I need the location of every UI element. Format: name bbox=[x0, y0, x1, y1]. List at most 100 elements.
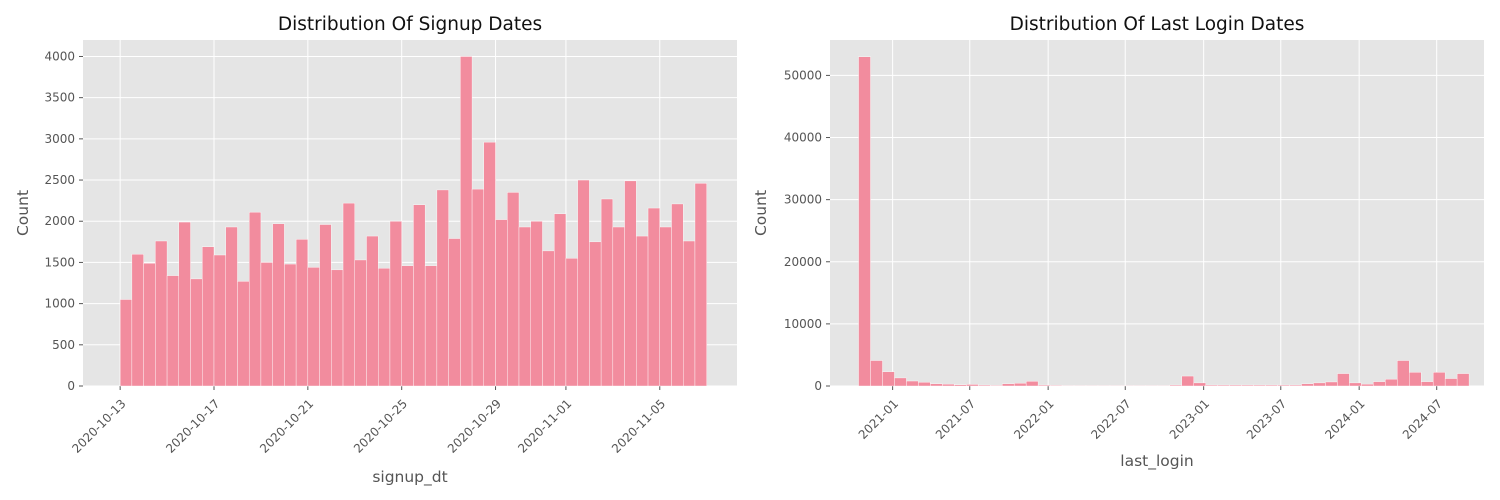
last-login-xtick-label: 2023-07 bbox=[1244, 397, 1289, 442]
signup-ytick-label: 500 bbox=[52, 338, 75, 352]
last-login-bar bbox=[1397, 360, 1410, 387]
signup-bar bbox=[600, 198, 614, 387]
signup-bar bbox=[342, 202, 355, 387]
signup-bar bbox=[612, 226, 625, 387]
signup-bar bbox=[565, 258, 578, 387]
last-login-bar bbox=[1193, 382, 1206, 387]
last-login-bar bbox=[1229, 384, 1242, 387]
last-login-bar bbox=[1037, 384, 1051, 387]
signup-chart-title: Distribution Of Signup Dates bbox=[278, 14, 542, 35]
last-login-bar bbox=[882, 371, 895, 387]
last-login-xtick-label: 2024-01 bbox=[1322, 397, 1367, 442]
signup-ytick-label: 3000 bbox=[44, 132, 75, 146]
last-login-plot-area bbox=[830, 40, 1484, 386]
signup-bar bbox=[366, 235, 379, 387]
last-login-xtick-label: 2022-07 bbox=[1088, 397, 1133, 442]
signup-bar bbox=[553, 213, 567, 387]
last-login-ytick-label: 50000 bbox=[784, 68, 822, 82]
last-login-bar bbox=[1169, 384, 1182, 387]
signup-xtick-label: 2020-11-05 bbox=[609, 397, 668, 456]
signup-ytick-label: 1500 bbox=[44, 255, 75, 269]
last-login-bar bbox=[930, 383, 943, 387]
signup-bar bbox=[131, 253, 144, 387]
signup-ytick-label: 2000 bbox=[44, 214, 75, 228]
signup-bar bbox=[237, 281, 250, 387]
last-login-bar bbox=[906, 380, 919, 387]
signup-xtick-label: 2020-10-17 bbox=[163, 397, 222, 456]
signup-ytick-label: 1000 bbox=[44, 297, 75, 311]
last-login-bar bbox=[990, 385, 1003, 387]
signup-bar bbox=[260, 262, 273, 387]
signup-bar bbox=[542, 250, 555, 387]
last-login-bar bbox=[1277, 384, 1290, 387]
last-login-bar bbox=[1456, 373, 1470, 387]
signup-bar bbox=[659, 226, 672, 387]
signup-bar bbox=[272, 223, 285, 387]
signup-bar bbox=[448, 238, 461, 387]
last-login-bar bbox=[1301, 383, 1314, 387]
last-login-bar bbox=[1205, 384, 1218, 387]
signup-bar bbox=[413, 204, 426, 387]
last-login-bar bbox=[1253, 384, 1266, 387]
signup-ytick-label: 4000 bbox=[44, 49, 75, 63]
last-login-bar bbox=[966, 384, 979, 387]
signup-bar bbox=[589, 241, 602, 387]
signup-bar bbox=[401, 265, 414, 387]
signup-bar bbox=[248, 211, 262, 387]
signup-bar bbox=[178, 221, 191, 387]
last-login-bar bbox=[1265, 384, 1278, 387]
last-login-bar bbox=[1361, 383, 1374, 387]
last-login-bar bbox=[1241, 384, 1254, 387]
last-login-bar bbox=[978, 384, 991, 387]
signup-bar bbox=[460, 56, 473, 387]
last-login-ytick-label: 30000 bbox=[784, 193, 822, 207]
signup-bar bbox=[295, 239, 309, 387]
signup-bar bbox=[518, 226, 531, 387]
signup-bar bbox=[155, 240, 168, 387]
last-login-chart-title: Distribution Of Last Login Dates bbox=[1010, 14, 1305, 35]
signup-bar bbox=[647, 207, 660, 387]
last-login-ytick-label: 0 bbox=[814, 379, 822, 393]
last-login-bar bbox=[1025, 381, 1039, 387]
last-login-bar bbox=[894, 377, 907, 387]
signup-xtick-label: 2020-10-13 bbox=[69, 397, 128, 456]
signup-bar bbox=[694, 183, 707, 387]
last-login-bar bbox=[1181, 375, 1194, 387]
signup-y-axis-label: Count bbox=[14, 190, 32, 236]
last-login-y-axis-label: Count bbox=[752, 190, 770, 236]
signup-x-axis-label: signup_dt bbox=[372, 468, 447, 487]
signup-bar bbox=[471, 188, 485, 387]
signup-bar bbox=[284, 263, 297, 387]
signup-bar bbox=[424, 265, 438, 387]
signup-bar bbox=[213, 254, 226, 387]
signup-bar bbox=[354, 259, 367, 387]
last-login-xtick-label: 2021-07 bbox=[933, 397, 978, 442]
signup-ytick-label: 0 bbox=[67, 379, 75, 393]
signup-bar bbox=[202, 246, 215, 387]
signup-bar bbox=[436, 189, 449, 387]
signup-ytick-label: 2500 bbox=[44, 173, 75, 187]
signup-bar bbox=[225, 226, 238, 387]
last-login-ytick-label: 10000 bbox=[784, 317, 822, 331]
last-login-bar bbox=[1289, 384, 1302, 387]
last-login-bar bbox=[1432, 372, 1446, 387]
signup-bar bbox=[378, 267, 391, 387]
last-login-xtick-label: 2022-01 bbox=[1011, 397, 1056, 442]
last-login-bar bbox=[858, 56, 871, 387]
signup-bar bbox=[577, 179, 590, 387]
last-login-ytick-label: 40000 bbox=[784, 131, 822, 145]
signup-bar bbox=[495, 219, 508, 387]
last-login-bar bbox=[954, 384, 967, 387]
signup-bar bbox=[483, 141, 496, 387]
last-login-bar bbox=[1325, 381, 1338, 387]
signup-bar bbox=[671, 203, 684, 387]
last-login-ytick-label: 20000 bbox=[784, 255, 822, 269]
signup-bar bbox=[389, 221, 402, 387]
last-login-bar bbox=[1049, 385, 1063, 387]
last-login-xtick-label: 2024-07 bbox=[1400, 397, 1445, 442]
last-login-bar bbox=[1313, 382, 1326, 387]
signup-bar bbox=[143, 263, 156, 387]
signup-bar bbox=[636, 235, 649, 387]
signup-bar bbox=[166, 275, 180, 387]
